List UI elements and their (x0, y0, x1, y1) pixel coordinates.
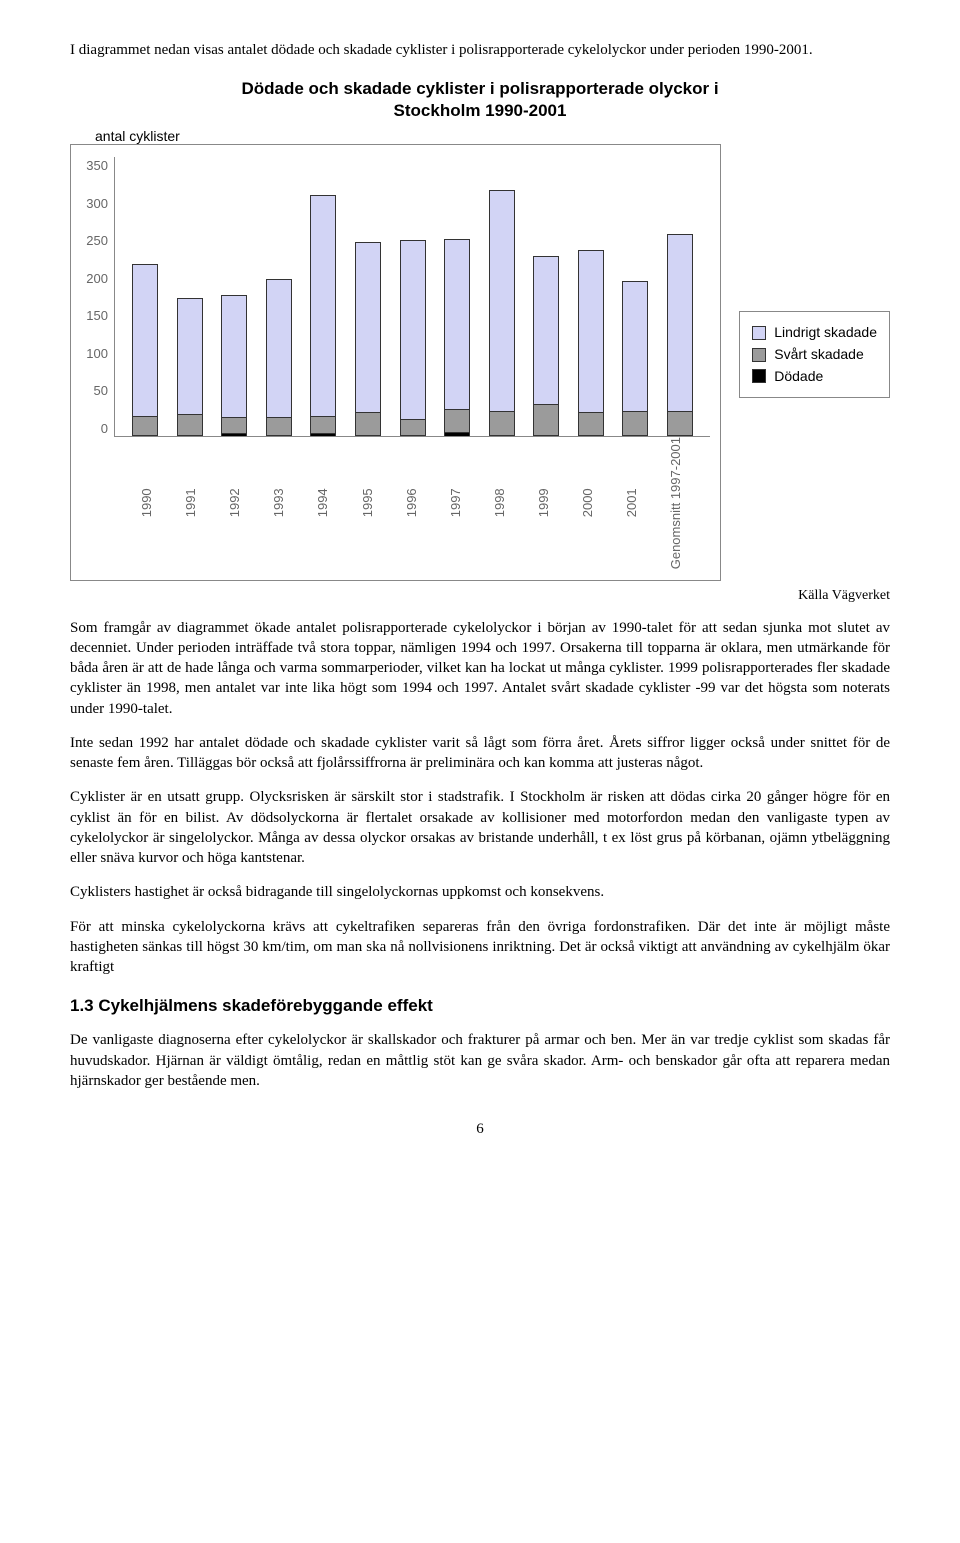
chart-area: 350 300 250 200 150 100 50 0 (81, 157, 710, 437)
x-tick: 1993 (270, 437, 296, 573)
x-tick: 1992 (226, 437, 252, 573)
legend-label-dodade: Dödade (774, 367, 823, 386)
bar-segment-lindrigt (623, 282, 647, 412)
y-tick: 350 (86, 157, 108, 175)
bar-stack (444, 239, 470, 437)
bar-segment-svart (133, 416, 157, 435)
bar-stack (533, 256, 559, 436)
bar-segment-svart (579, 412, 603, 434)
body-paragraph: Som framgår av diagrammet ökade antalet … (70, 618, 890, 719)
bar-segment-lindrigt (267, 280, 291, 418)
bar-segment-svart (267, 417, 291, 435)
bar-segment-svart (178, 414, 202, 435)
bar-segment-lindrigt (490, 191, 514, 412)
chart-title: Dödade och skadade cyklister i polisrapp… (70, 78, 890, 122)
y-tick: 150 (86, 307, 108, 325)
bar-segment-dodade (445, 432, 469, 437)
body-paragraph: För att minska cykelolyckorna krävs att … (70, 917, 890, 978)
legend-item-svart: Svårt skadade (752, 345, 877, 364)
bar-stack (310, 195, 336, 436)
chart-source: Källa Vägverket (70, 587, 890, 606)
x-tick: 1990 (138, 437, 164, 573)
bar-segment-dodade (222, 433, 246, 436)
x-axis: 1990 1991 1992 1993 1994 1995 1996 1997 1998 1999… (121, 437, 710, 573)
swatch-dodade (752, 369, 766, 383)
bar-segment-lindrigt (534, 257, 558, 404)
y-tick: 0 (101, 420, 108, 438)
legend-label-svart: Svårt skadade (774, 345, 864, 364)
legend-label-lindrigt: Lindrigt skadade (774, 323, 877, 342)
bar-segment-lindrigt (356, 243, 380, 413)
bar-segment-svart (534, 404, 558, 434)
y-axis-label: antal cyklister (95, 127, 180, 146)
bar-segment-lindrigt (445, 240, 469, 410)
bar-segment-lindrigt (178, 299, 202, 414)
section-paragraph: De vanligaste diagnoserna efter cykeloly… (70, 1030, 890, 1091)
swatch-lindrigt (752, 326, 766, 340)
bar-stack (400, 240, 426, 436)
x-tick: 1998 (491, 437, 517, 573)
bar-segment-lindrigt (311, 196, 335, 415)
bar-segment-svart (401, 419, 425, 435)
bar-segment-lindrigt (579, 251, 603, 413)
x-tick: 1991 (182, 437, 208, 573)
section-heading-1-3: 1.3 Cykelhjälmens skadeförebyggande effe… (70, 995, 890, 1018)
bar-stack (667, 234, 693, 437)
bar-stack (489, 190, 515, 437)
body-paragraph: Cyklisters hastighet är också bidragande… (70, 882, 890, 902)
x-tick: 1997 (447, 437, 473, 573)
bar-segment-lindrigt (133, 265, 157, 415)
chart-wrapper: antal cyklister 350 300 250 200 150 100 50 0 19… (70, 126, 890, 582)
y-tick: 250 (86, 232, 108, 250)
bar-segment-svart (623, 411, 647, 435)
bar-segment-lindrigt (401, 241, 425, 419)
bar-segment-svart (490, 411, 514, 435)
chart-title-line2: Stockholm 1990-2001 (394, 101, 567, 120)
x-tick: Genomsnitt 1997-2001 (667, 437, 693, 573)
x-tick: 1995 (359, 437, 385, 573)
bar-segment-lindrigt (668, 235, 692, 411)
bar-segment-svart (222, 417, 246, 433)
bar-stack (266, 279, 292, 437)
x-tick: 1996 (403, 437, 429, 573)
body-paragraph: Inte sedan 1992 har antalet dödade och s… (70, 733, 890, 774)
x-tick: 2001 (623, 437, 649, 573)
bar-segment-lindrigt (222, 296, 246, 418)
bar-segment-svart (445, 409, 469, 431)
intro-paragraph: I diagrammet nedan visas antalet dödade … (70, 40, 890, 60)
bar-stack (578, 250, 604, 437)
bar-segment-dodade (311, 433, 335, 436)
y-axis: 350 300 250 200 150 100 50 0 (81, 157, 115, 437)
chart-title-line1: Dödade och skadade cyklister i polisrapp… (241, 79, 718, 98)
bar-segment-svart (356, 412, 380, 434)
bar-stack (355, 242, 381, 437)
bar-segment-svart (668, 411, 692, 435)
bar-stack (622, 281, 648, 437)
y-tick: 100 (86, 345, 108, 363)
legend-item-dodade: Dödade (752, 367, 877, 386)
y-tick: 200 (86, 270, 108, 288)
x-tick: 1994 (314, 437, 340, 573)
swatch-svart (752, 348, 766, 362)
plot-area (115, 157, 710, 437)
bar-stack (177, 298, 203, 437)
bar-stack (221, 295, 247, 437)
legend-item-lindrigt: Lindrigt skadade (752, 323, 877, 342)
bar-stack (132, 264, 158, 436)
legend: Lindrigt skadade Svårt skadade Dödade (739, 311, 890, 398)
bar-segment-svart (311, 416, 335, 434)
chart-box: antal cyklister 350300250200150100500 19… (70, 144, 721, 580)
x-tick: 2000 (579, 437, 605, 573)
page-number: 6 (70, 1119, 890, 1139)
y-tick: 50 (94, 382, 108, 400)
x-tick: 1999 (535, 437, 561, 573)
y-tick: 300 (86, 195, 108, 213)
body-paragraph: Cyklister är en utsatt grupp. Olycksrisk… (70, 787, 890, 868)
